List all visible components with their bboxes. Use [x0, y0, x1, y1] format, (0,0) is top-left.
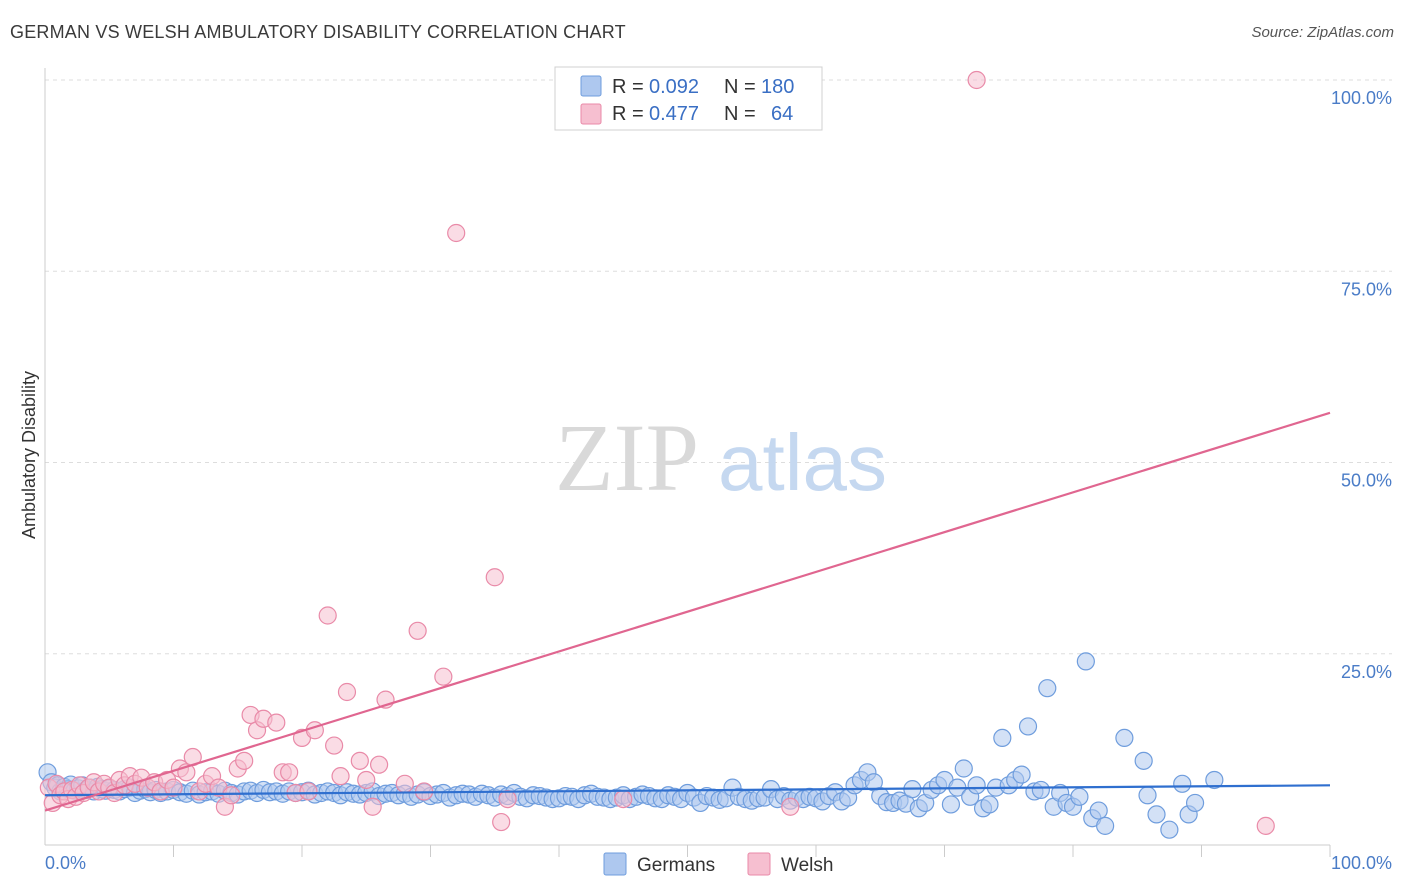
- welsh-point-25: [164, 778, 183, 797]
- bottom-legend: Germans Welsh: [603, 852, 833, 876]
- y-axis-title: Ambulatory Disability: [19, 371, 39, 539]
- bottom-legend-label-germans[interactable]: Germans: [637, 855, 715, 876]
- y-tick-label-1: 50.0%: [1341, 471, 1392, 491]
- legend-r-label-germans: R =: [612, 76, 644, 98]
- watermark-zip: ZIP: [555, 404, 699, 511]
- legend-swatch-germans: [580, 75, 602, 97]
- legend-n-value-welsh: 64: [771, 103, 793, 125]
- trend-layer: [44, 411, 1331, 812]
- welsh-point-53: [363, 797, 382, 816]
- bottom-legend-label-welsh[interactable]: Welsh: [781, 855, 833, 876]
- germans-point-161: [1012, 765, 1031, 784]
- y-tick-label-0: 25.0%: [1341, 662, 1392, 682]
- welsh-point-54: [370, 755, 389, 774]
- axis-layer: 25.0% 50.0% 75.0% 100.0% 0.0% 100.0%: [44, 68, 1392, 873]
- germans-point-174: [1096, 816, 1115, 835]
- germans-point-158: [993, 728, 1012, 748]
- chart-title: GERMAN VS WELSH AMBULATORY DISABILITY CO…: [10, 22, 626, 42]
- welsh-point-50: [337, 682, 357, 702]
- legend-n-label-welsh: N =: [724, 103, 756, 125]
- y-tick-label-2: 75.0%: [1341, 279, 1392, 299]
- welsh-point-36: [235, 751, 254, 770]
- legend-box: R = 0.092 N = 180 R = 0.477 N = 64: [554, 66, 823, 131]
- germans-point-180: [1173, 774, 1192, 793]
- germans-point-154: [967, 776, 986, 795]
- germans-point-152: [954, 759, 973, 778]
- legend-swatch-welsh: [580, 103, 602, 125]
- watermark-atlas: atlas: [718, 418, 887, 507]
- welsh-point-62: [492, 812, 511, 832]
- germans-point-177: [1138, 786, 1157, 805]
- welsh-point-60: [447, 223, 466, 243]
- germans-point-165: [1038, 679, 1057, 698]
- germans-point-175: [1115, 728, 1134, 748]
- germans-point-183: [1205, 770, 1224, 790]
- germans-point-156: [980, 795, 999, 814]
- legend-r-label-welsh: R =: [612, 103, 644, 125]
- welsh-point-52: [357, 770, 376, 790]
- germans-trend-line: [44, 784, 1331, 797]
- germans-point-179: [1160, 820, 1179, 839]
- germans-point-173: [1089, 801, 1108, 820]
- welsh-point-57: [408, 621, 427, 640]
- legend-r-value-germans: 0.092: [649, 76, 699, 98]
- watermark: ZIP atlas: [555, 404, 887, 511]
- grid-layer: [45, 79, 1392, 655]
- x-tick-label-0: 0.0%: [45, 853, 86, 873]
- welsh-point-51: [350, 751, 369, 770]
- germans-point-162: [1018, 717, 1038, 736]
- germans-point-150: [941, 795, 961, 814]
- germans-point-170: [1070, 787, 1089, 806]
- germans-point-178: [1147, 805, 1166, 824]
- welsh-point-64: [614, 789, 633, 809]
- germans-point-171: [1076, 652, 1095, 671]
- legend-r-value-welsh: 0.477: [649, 103, 699, 125]
- welsh-point-42: [280, 763, 299, 782]
- welsh-trend-line: [44, 411, 1331, 812]
- welsh-point-48: [325, 736, 344, 755]
- welsh-point-66: [967, 70, 986, 90]
- welsh-point-61: [485, 568, 504, 587]
- welsh-point-63: [498, 789, 517, 809]
- welsh-point-49: [331, 767, 350, 786]
- welsh-point-34: [222, 786, 241, 805]
- welsh-point-40: [267, 713, 286, 732]
- chart-source: Source: ZipAtlas.com: [1251, 24, 1394, 41]
- welsh-point-45: [299, 782, 318, 801]
- legend-n-label-germans: N =: [724, 76, 756, 98]
- welsh-point-65: [781, 797, 800, 816]
- welsh-point-47: [318, 606, 337, 625]
- bottom-legend-swatch-germans[interactable]: [603, 852, 627, 876]
- welsh-point-56: [395, 774, 414, 793]
- points-layer: [38, 70, 1275, 839]
- y-tick-label-3: 100.0%: [1331, 88, 1392, 108]
- x-tick-label-1: 100.0%: [1331, 853, 1392, 873]
- germans-point-176: [1134, 751, 1153, 770]
- welsh-point-59: [434, 667, 453, 686]
- bottom-legend-swatch-welsh[interactable]: [747, 852, 771, 876]
- legend-n-value-germans: 180: [761, 76, 794, 98]
- germans-point-182: [1185, 793, 1205, 813]
- germans-point-164: [1031, 780, 1050, 800]
- welsh-point-67: [1256, 816, 1275, 835]
